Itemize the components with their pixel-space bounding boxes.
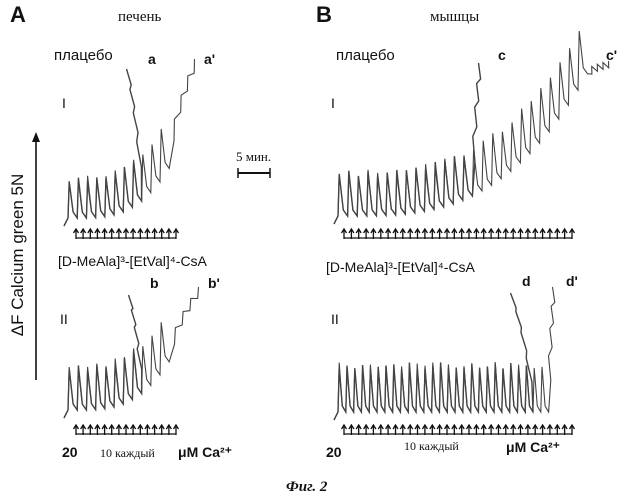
dose-step-b: 10 каждый [404, 440, 459, 452]
trace-label-c: c [498, 48, 506, 62]
trace-label-d: d [522, 274, 531, 288]
y-axis-arrowhead [32, 132, 40, 142]
row-a-roman-2: II [60, 312, 68, 326]
trace-group [64, 31, 609, 420]
panel-b-placebo-label: плацебо [336, 48, 395, 63]
panel-b-letter: B [316, 4, 332, 26]
trace-a-ii-1 [64, 295, 142, 418]
trace-label-c-prime: c' [606, 48, 617, 62]
panel-a-drug-label: [D-MeAla]³-[EtVal]⁴-CsA [58, 254, 207, 268]
panel-b-title: мышцы [430, 10, 479, 25]
trace-label-b: b [150, 276, 159, 290]
trace-a-ii-2 [64, 287, 199, 418]
trace-label-a-prime: a' [204, 52, 215, 66]
trace-b-ii-2 [334, 287, 555, 420]
panel-b-drug-label: [D-MeAla]³-[EtVal]⁴-CsA [326, 260, 475, 274]
dose-start-a: 20 [62, 445, 78, 459]
trace-a-i-2 [64, 59, 195, 226]
dose-unit-a: μM Ca²⁺ [178, 445, 232, 459]
scale-bar-label: 5 мин. [236, 150, 271, 163]
dose-start-b: 20 [326, 445, 342, 459]
trace-label-b-prime: b' [208, 276, 220, 290]
trace-b-i-1 [334, 63, 481, 224]
row-b-roman-1: I [331, 96, 335, 110]
y-axis-label: ΔF Calcium green 5N [9, 155, 26, 355]
panel-a-title: печень [118, 10, 161, 25]
trace-label-d-prime: d' [566, 274, 578, 288]
trace-a-i-1 [64, 69, 142, 226]
trace-b-ii-1 [334, 293, 533, 420]
figure-caption: Фиг. 2 [286, 480, 327, 495]
row-a-roman-1: I [62, 96, 66, 110]
panel-a-letter: A [10, 4, 26, 26]
dose-unit-b: μM Ca²⁺ [506, 440, 560, 454]
trace-label-a: a [148, 52, 156, 66]
panel-a-placebo-label: плацебо [54, 48, 113, 63]
row-b-roman-2: II [331, 312, 339, 326]
dose-step-a: 10 каждый [100, 447, 155, 459]
